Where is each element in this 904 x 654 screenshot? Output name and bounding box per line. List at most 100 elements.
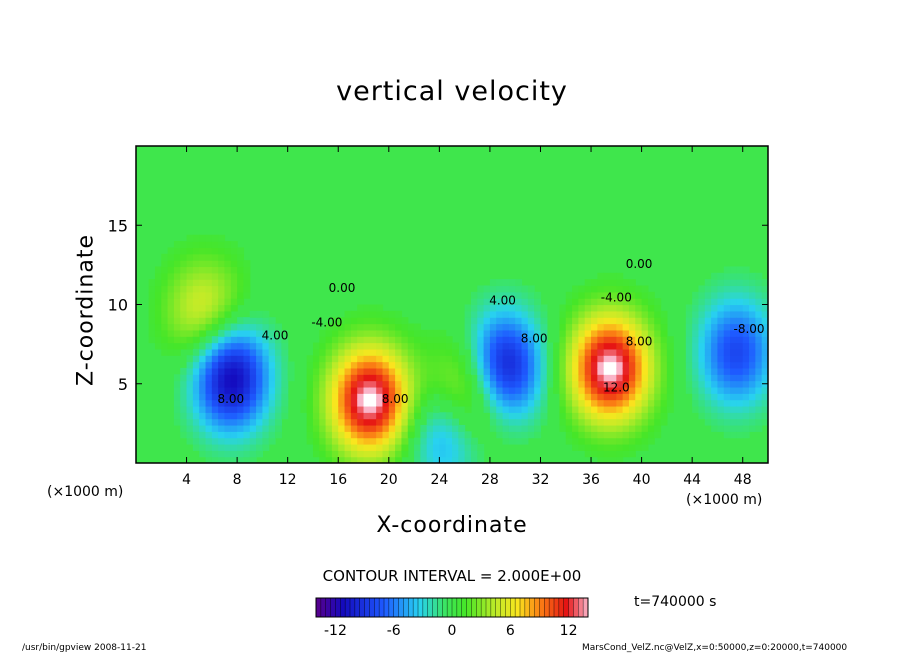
field-cell xyxy=(275,361,282,369)
field-cell xyxy=(692,310,700,318)
field-cell xyxy=(489,323,497,331)
field-cell xyxy=(742,291,750,299)
field-cell xyxy=(420,386,428,394)
field-cell xyxy=(527,367,535,375)
field-cell xyxy=(559,393,567,401)
field-cell xyxy=(603,412,611,420)
field-cell xyxy=(363,405,371,413)
field-cell xyxy=(154,336,162,344)
field-cell xyxy=(186,386,194,394)
field-cell xyxy=(565,405,573,413)
field-cell xyxy=(635,336,643,344)
colorbar-swatch xyxy=(486,598,492,617)
field-cell xyxy=(597,336,605,344)
field-cell xyxy=(483,361,491,369)
field-cell xyxy=(603,424,611,432)
field-cell xyxy=(458,456,466,463)
field-cell xyxy=(622,386,630,394)
field-cell xyxy=(407,405,415,413)
field-cell xyxy=(483,348,491,356)
field-cell xyxy=(161,323,169,331)
field-cell xyxy=(698,348,706,356)
field-cell xyxy=(591,304,598,312)
field-cell xyxy=(205,431,213,439)
field-cell xyxy=(407,329,415,337)
field-cell xyxy=(395,405,403,413)
field-cell xyxy=(635,317,643,325)
field-cell xyxy=(704,291,712,299)
field-cell xyxy=(452,361,459,369)
field-cell xyxy=(622,367,630,375)
field-cell xyxy=(338,367,346,375)
field-cell xyxy=(502,310,510,318)
field-cell xyxy=(230,386,238,394)
field-cell xyxy=(502,380,510,388)
field-cell xyxy=(534,418,542,426)
field-cell xyxy=(647,323,655,331)
field-cell xyxy=(717,361,725,369)
field-cell xyxy=(660,380,668,388)
field-cell xyxy=(502,399,510,407)
field-cell xyxy=(395,443,403,451)
field-cell xyxy=(243,329,251,337)
field-cell xyxy=(401,355,409,363)
field-cell xyxy=(224,399,232,407)
field-cell xyxy=(527,298,535,306)
field-cell xyxy=(508,291,516,299)
field-cell xyxy=(420,424,428,432)
field-cell xyxy=(312,431,320,439)
field-cell xyxy=(319,450,327,458)
field-cell xyxy=(730,405,737,413)
field-cell xyxy=(559,323,567,331)
field-cell xyxy=(237,456,245,463)
field-cell xyxy=(237,285,245,293)
field-cell xyxy=(237,399,245,407)
field-cell xyxy=(597,310,605,318)
field-cell xyxy=(382,355,390,363)
field-cell xyxy=(591,443,598,451)
x-axis-ticks: 4 8 12 16 20 24 28 32 36 40 44 48 xyxy=(182,146,752,488)
field-cell xyxy=(249,437,257,445)
field-cell xyxy=(470,291,478,299)
field-cell xyxy=(641,418,649,426)
field-cell xyxy=(420,393,428,401)
field-cell xyxy=(603,431,611,439)
field-cell xyxy=(749,399,756,407)
field-cell xyxy=(249,367,257,375)
field-cell xyxy=(717,380,725,388)
field-cell xyxy=(224,386,232,394)
field-cell xyxy=(628,342,636,350)
field-cell xyxy=(426,437,434,445)
contour-label: 8.00 xyxy=(217,392,244,406)
field-cell xyxy=(666,336,674,344)
field-cell xyxy=(698,412,706,420)
field-cell xyxy=(445,342,453,350)
field-cell xyxy=(502,323,510,331)
field-cell xyxy=(496,329,504,337)
field-cell xyxy=(401,405,409,413)
field-cell xyxy=(357,323,365,331)
field-cell xyxy=(477,291,485,299)
field-cell xyxy=(161,253,169,261)
field-cell xyxy=(540,418,548,426)
field-cell xyxy=(230,367,238,375)
field-cell xyxy=(603,437,611,445)
field-cell xyxy=(534,323,542,331)
field-cell xyxy=(692,374,700,382)
field-cell xyxy=(433,336,440,344)
field-cell xyxy=(565,310,573,318)
field-cell xyxy=(641,329,649,337)
field-cell xyxy=(363,323,371,331)
field-cell xyxy=(414,405,421,413)
field-cell xyxy=(369,393,377,401)
field-cell xyxy=(363,437,371,445)
field-cell xyxy=(388,412,396,420)
field-cell xyxy=(173,412,181,420)
field-cell xyxy=(433,450,440,458)
field-cell xyxy=(167,253,175,261)
field-cell xyxy=(641,304,649,312)
field-cell xyxy=(521,336,529,344)
field-cell xyxy=(502,291,510,299)
colorbar-swatch xyxy=(403,598,409,617)
field-cell xyxy=(730,266,737,274)
